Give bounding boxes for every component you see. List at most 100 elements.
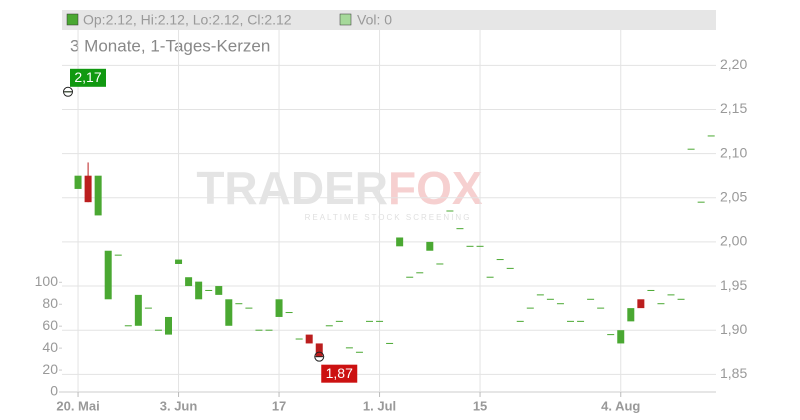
candle-body [637,299,645,309]
candle-body [416,272,424,274]
y-tick-label: 1,90 [720,321,747,337]
candle-body [255,329,263,331]
watermark: FOX [388,162,483,214]
candle-body [325,325,333,327]
candle-body [526,307,534,309]
ohlc-readout: Op:2.12, Hi:2.12, Lo:2.12, Cl:2.12 [83,12,292,28]
candle-body [376,320,384,322]
y2-tick-label: 40 [42,339,58,355]
candle-body [235,303,243,305]
x-tick-label: 1. Jul [363,398,396,413]
candle-body [687,148,695,150]
candle-body [94,175,102,216]
candle-body [486,276,494,278]
candle-body [677,298,685,300]
candle-body [657,303,665,305]
y2-tick-label: 60 [42,317,58,333]
y-tick-label: 2,10 [720,144,747,160]
extreme-label: 1,87 [326,365,353,381]
candle-body [205,289,213,291]
candle-body [697,201,705,203]
volume-swatch [339,13,352,26]
extreme-label-box [321,364,358,383]
x-tick-label: 20. Mai [56,398,99,413]
candle-body [134,294,142,326]
x-tick-label: 4. Aug [601,398,640,413]
candle-body [436,263,444,265]
candle-body [124,325,132,327]
candle-body [556,303,564,305]
candle-body [175,259,183,264]
candle-body [617,330,625,344]
x-tick-label: 17 [272,398,286,413]
candle-body [114,254,122,256]
candle-body [366,320,373,322]
candle-body [396,237,404,247]
extreme-label-box [70,68,106,87]
candle-body [195,281,203,300]
y-tick-label: 1,85 [720,365,747,381]
candle-body [667,294,675,296]
y2-tick-label: 0 [50,383,58,399]
candle-body [285,312,293,314]
y-tick-label: 2,00 [720,233,747,249]
candle-body [496,259,504,261]
candle-body [536,294,544,296]
y-tick-label: 2,05 [720,188,747,204]
x-tick-label: 15 [473,398,487,413]
candle-body [335,320,343,322]
candle-body [315,343,323,357]
candle-body [406,276,414,278]
candle-body [567,320,574,322]
candle-body [647,289,655,291]
candle-body [74,175,82,189]
candle-body [345,347,353,349]
subtitle: 3 Monate, 1-Tages-Kerzen [70,36,270,55]
candle-body [245,307,253,309]
header-band [62,10,716,30]
watermark-tagline: REALTIME STOCK SCREENING [305,213,472,222]
ohlc-swatch [66,13,79,26]
candle-body [305,334,313,344]
candle-body [546,298,554,300]
y-tick-label: 2,20 [720,56,747,72]
candle-body [215,286,223,295]
candle-body [275,299,283,317]
y2-tick-label: 80 [42,295,58,311]
candle-body [185,277,193,287]
candle-body [165,316,172,335]
candle-body [104,250,112,300]
candle-body [476,245,484,247]
candle-body [587,298,595,300]
candle-body [707,135,715,137]
candle-body [295,338,303,340]
candle-body [577,320,585,322]
x-tick-label: 3. Jun [160,398,198,413]
candle-body [225,299,233,326]
extreme-marker [63,86,73,97]
candle-body [466,245,474,247]
candle-body [607,334,615,336]
candle-body [84,175,92,203]
candle-body [386,342,394,344]
candle-body [144,307,152,309]
extreme-label: 2,17 [74,69,101,85]
candle-body [426,241,434,251]
candle-body [627,308,635,322]
candle-body [506,267,514,269]
candle-body [154,329,162,331]
y-tick-label: 2,15 [720,100,747,116]
candle-body [456,228,464,230]
candle-body [597,307,605,309]
extreme-marker [314,351,325,362]
candle-body [355,351,363,353]
candle-body [516,320,524,322]
y2-tick-label: 100 [35,273,59,289]
candle-body [265,329,273,331]
candle-body [446,210,454,212]
watermark: TRADER [196,162,388,214]
volume-readout: Vol: 0 [357,12,392,28]
y-tick-label: 1,95 [720,277,747,293]
y2-tick-label: 20 [42,361,58,377]
